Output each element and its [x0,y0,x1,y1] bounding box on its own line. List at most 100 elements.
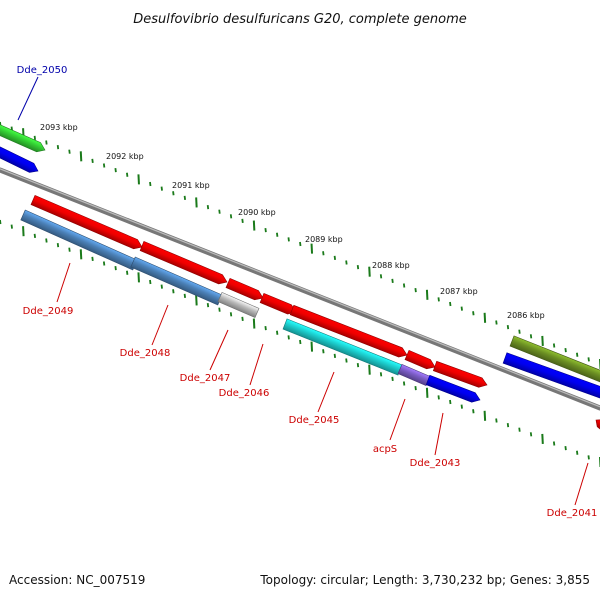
ruler-tick-minor [437,297,440,302]
ruler-tick-minor [379,372,383,377]
ruler-tick-minor [518,329,521,334]
ruler-tick-minor [56,242,60,248]
ruler-tick-minor [402,283,406,288]
olive-feature [509,335,600,383]
ruler-tick-major [310,243,314,254]
ruler-tick-minor [206,302,210,308]
gene-label: acpS [373,444,397,455]
label-leader-line [249,343,264,386]
ruler-tick-minor [576,352,579,357]
ruler-tick-minor [218,209,221,214]
ruler-tick-minor [91,158,94,164]
ruler-tick-minor [587,455,590,460]
ruler-tick-major [368,266,371,277]
red-feature-g [432,360,488,388]
accession-text: Accession: NC_007519 [9,573,146,587]
ruler-tick-minor [402,381,406,386]
label-leader-line [434,412,444,456]
ruler-label: 2086 kbp [507,311,545,320]
red-feature-a [30,195,143,250]
gene-features [0,124,600,430]
ruler-tick-major [252,220,256,231]
ruler-tick-minor [276,232,279,237]
ruler-tick-minor [379,274,383,279]
ruler-tick-minor [333,255,337,260]
ruler-tick-minor [183,195,187,200]
blue-feature-bottom [425,374,481,403]
ruler-labels: 2093 kbp 2092 kbp 2091 kbp 2090 kbp 2089 kbp… [40,123,545,320]
gene-label: Dde_2049 [23,306,74,317]
ruler-tick-minor [160,186,163,191]
ruler-tick-major [483,312,487,323]
ruler-tick-minor [229,214,233,219]
ruler-tick-major [425,387,429,398]
ruler-tick-minor [114,168,117,173]
red-feature-e [289,304,408,358]
purple-feature [397,364,431,386]
ruler-tick-minor [149,279,152,285]
ruler-ticks-outer [0,121,600,370]
steelblue-feature-a [20,209,138,271]
gene-label: Dde_2048 [120,348,171,359]
ruler-tick-minor [218,307,221,312]
ruler-tick-minor [276,330,279,335]
ruler-tick-minor [449,301,452,307]
label-leader-line [574,462,589,506]
gene-label: Dde_2046 [219,388,270,399]
ruler-tick-minor [241,218,244,224]
ruler-tick-minor [287,237,290,242]
ruler-tick-minor [529,432,533,437]
ruler-tick-minor [264,326,267,331]
ruler-tick-major [425,289,429,300]
ruler-tick-minor [299,241,302,247]
ruler-tick-minor [229,312,233,317]
ruler-tick-minor [460,404,463,409]
ruler-tick-major [483,410,487,421]
ruler-tick-minor [45,140,48,145]
gene-label: Dde_2045 [289,415,340,426]
ruler-label: 2090 kbp [238,208,276,217]
ruler-tick-minor [345,358,348,363]
ruler-tick-minor [552,441,556,446]
ruler-tick-minor [241,316,244,322]
ruler-tick-minor [45,238,48,243]
ruler-tick-minor [356,264,360,270]
ruler-tick-major [137,174,140,185]
ruler-tick-minor [33,135,37,140]
gray-feature [217,292,260,318]
ruler-tick-minor [356,362,360,368]
ruler-tick-major [541,335,544,346]
ruler-tick-minor [56,144,60,150]
blue-feature-right [502,352,600,399]
ruler-tick-minor [149,181,152,187]
red-feature-edge [595,419,600,430]
ruler-tick-minor [322,251,325,256]
ruler-ticks-inner [0,219,600,468]
ruler-tick-minor [160,284,163,289]
ruler-tick-minor [460,306,463,311]
label-leader-line [151,304,169,346]
ruler-tick-major [252,318,256,329]
ruler-tick-minor [564,348,567,353]
ruler-tick-major [79,151,83,162]
ruler-tick-minor [126,270,129,275]
ruler-tick-minor [391,278,394,284]
ruler-tick-minor [68,247,71,252]
ruler-tick-minor [287,335,290,340]
ruler-tick-minor [506,422,510,428]
ruler-tick-major [22,226,25,237]
gene-label: Dde_2043 [410,458,461,469]
ruler-tick-minor [264,228,267,233]
ruler-tick-minor [506,324,510,330]
ruler-label: 2088 kbp [372,261,410,270]
label-leaders [17,76,589,506]
label-leader-line [209,329,229,371]
ruler-tick-minor [102,163,106,168]
ruler-tick-minor [91,256,94,262]
ruler-tick-minor [114,266,117,271]
ruler-tick-minor [391,376,394,382]
ruler-tick-minor [576,450,579,455]
genome-backbone [0,167,600,411]
ruler-label: 2092 kbp [106,152,144,161]
ruler-tick-minor [437,395,440,400]
